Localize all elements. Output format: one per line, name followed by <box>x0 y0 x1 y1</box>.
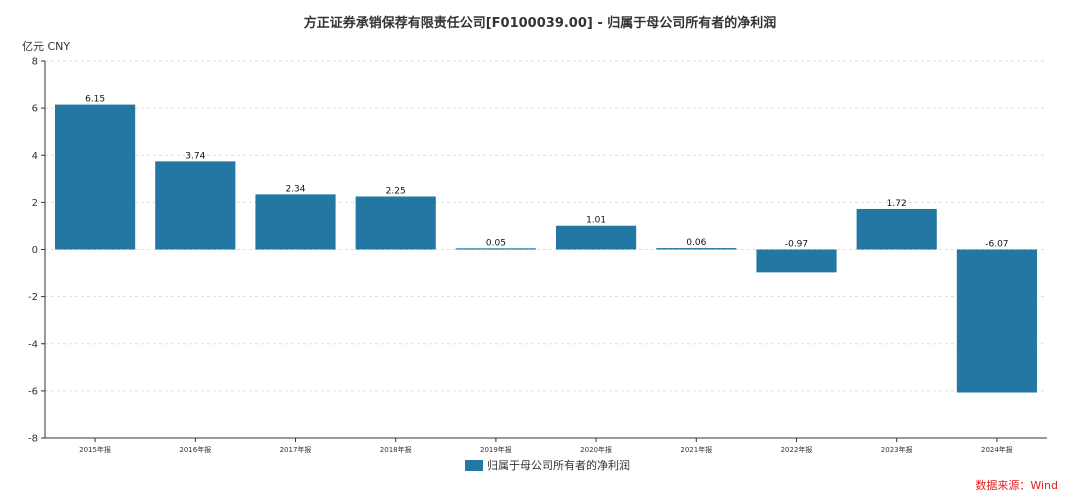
legend-label: 归属于母公司所有者的净利润 <box>487 458 630 472</box>
y-tick-label: -6 <box>28 386 38 397</box>
bar[interactable] <box>756 249 837 273</box>
x-tick-label: 2024年报 <box>981 445 1013 454</box>
bar[interactable] <box>455 248 536 250</box>
x-tick-label: 2023年报 <box>881 445 913 454</box>
data-label: -0.97 <box>785 240 808 250</box>
data-labels: 6.15 3.74 2.34 2.25 0.05 1.01 0.06 -0.97 1.72 -6.… <box>85 95 1008 250</box>
data-label: 0.06 <box>686 238 706 248</box>
y-tick-label: 0 <box>32 245 38 256</box>
y-tick-label: -2 <box>28 292 38 303</box>
data-label: 1.01 <box>586 216 606 226</box>
x-tick-label: 2017年报 <box>280 445 312 454</box>
bar[interactable] <box>856 208 937 250</box>
data-label: 2.34 <box>285 184 305 194</box>
legend[interactable]: 归属于母公司所有者的净利润 <box>465 458 630 472</box>
data-label: 0.05 <box>486 238 506 248</box>
source-note: 数据来源：Wind <box>975 478 1058 492</box>
y-tick-label: -8 <box>28 434 38 445</box>
data-label: 2.25 <box>386 186 406 196</box>
y-tick-label: 2 <box>32 198 38 209</box>
x-tick-label: 2020年报 <box>580 445 612 454</box>
x-tick-label: 2021年报 <box>680 445 712 454</box>
x-tick-label: 2019年报 <box>480 445 512 454</box>
bar[interactable] <box>55 104 136 250</box>
y-tick-label: 8 <box>32 57 38 68</box>
chart-title: 方正证券承销保荐有限责任公司[F0100039.00] - 归属于母公司所有者的… <box>304 15 777 31</box>
x-tick-label: 2022年报 <box>781 445 813 454</box>
x-tick-label: 2016年报 <box>179 445 211 454</box>
bar[interactable] <box>355 196 436 250</box>
data-label: 1.72 <box>887 199 907 209</box>
bars <box>55 104 1037 393</box>
y-tick-label: 6 <box>32 104 38 115</box>
y-tick-label: 4 <box>32 151 38 162</box>
bar[interactable] <box>656 248 737 250</box>
data-label: 3.74 <box>185 151 205 161</box>
x-tick-label: 2015年报 <box>79 445 111 454</box>
x-axis-ticks: 2015年报 2016年报 2017年报 2018年报 2019年报 2020年报 2021… <box>79 438 1013 454</box>
legend-swatch <box>465 460 483 471</box>
y-unit-label: 亿元 CNY <box>22 40 70 53</box>
x-tick-label: 2018年报 <box>380 445 412 454</box>
data-label: -6.07 <box>985 240 1008 250</box>
bar[interactable] <box>255 194 336 250</box>
y-tick-label: -4 <box>28 339 38 350</box>
data-label: 6.15 <box>85 95 105 105</box>
bar[interactable] <box>155 161 236 250</box>
bar[interactable] <box>956 249 1037 393</box>
bar[interactable] <box>556 225 637 250</box>
y-axis-ticks: 8 6 4 2 0 -2 -4 -6 -8 <box>28 57 45 445</box>
